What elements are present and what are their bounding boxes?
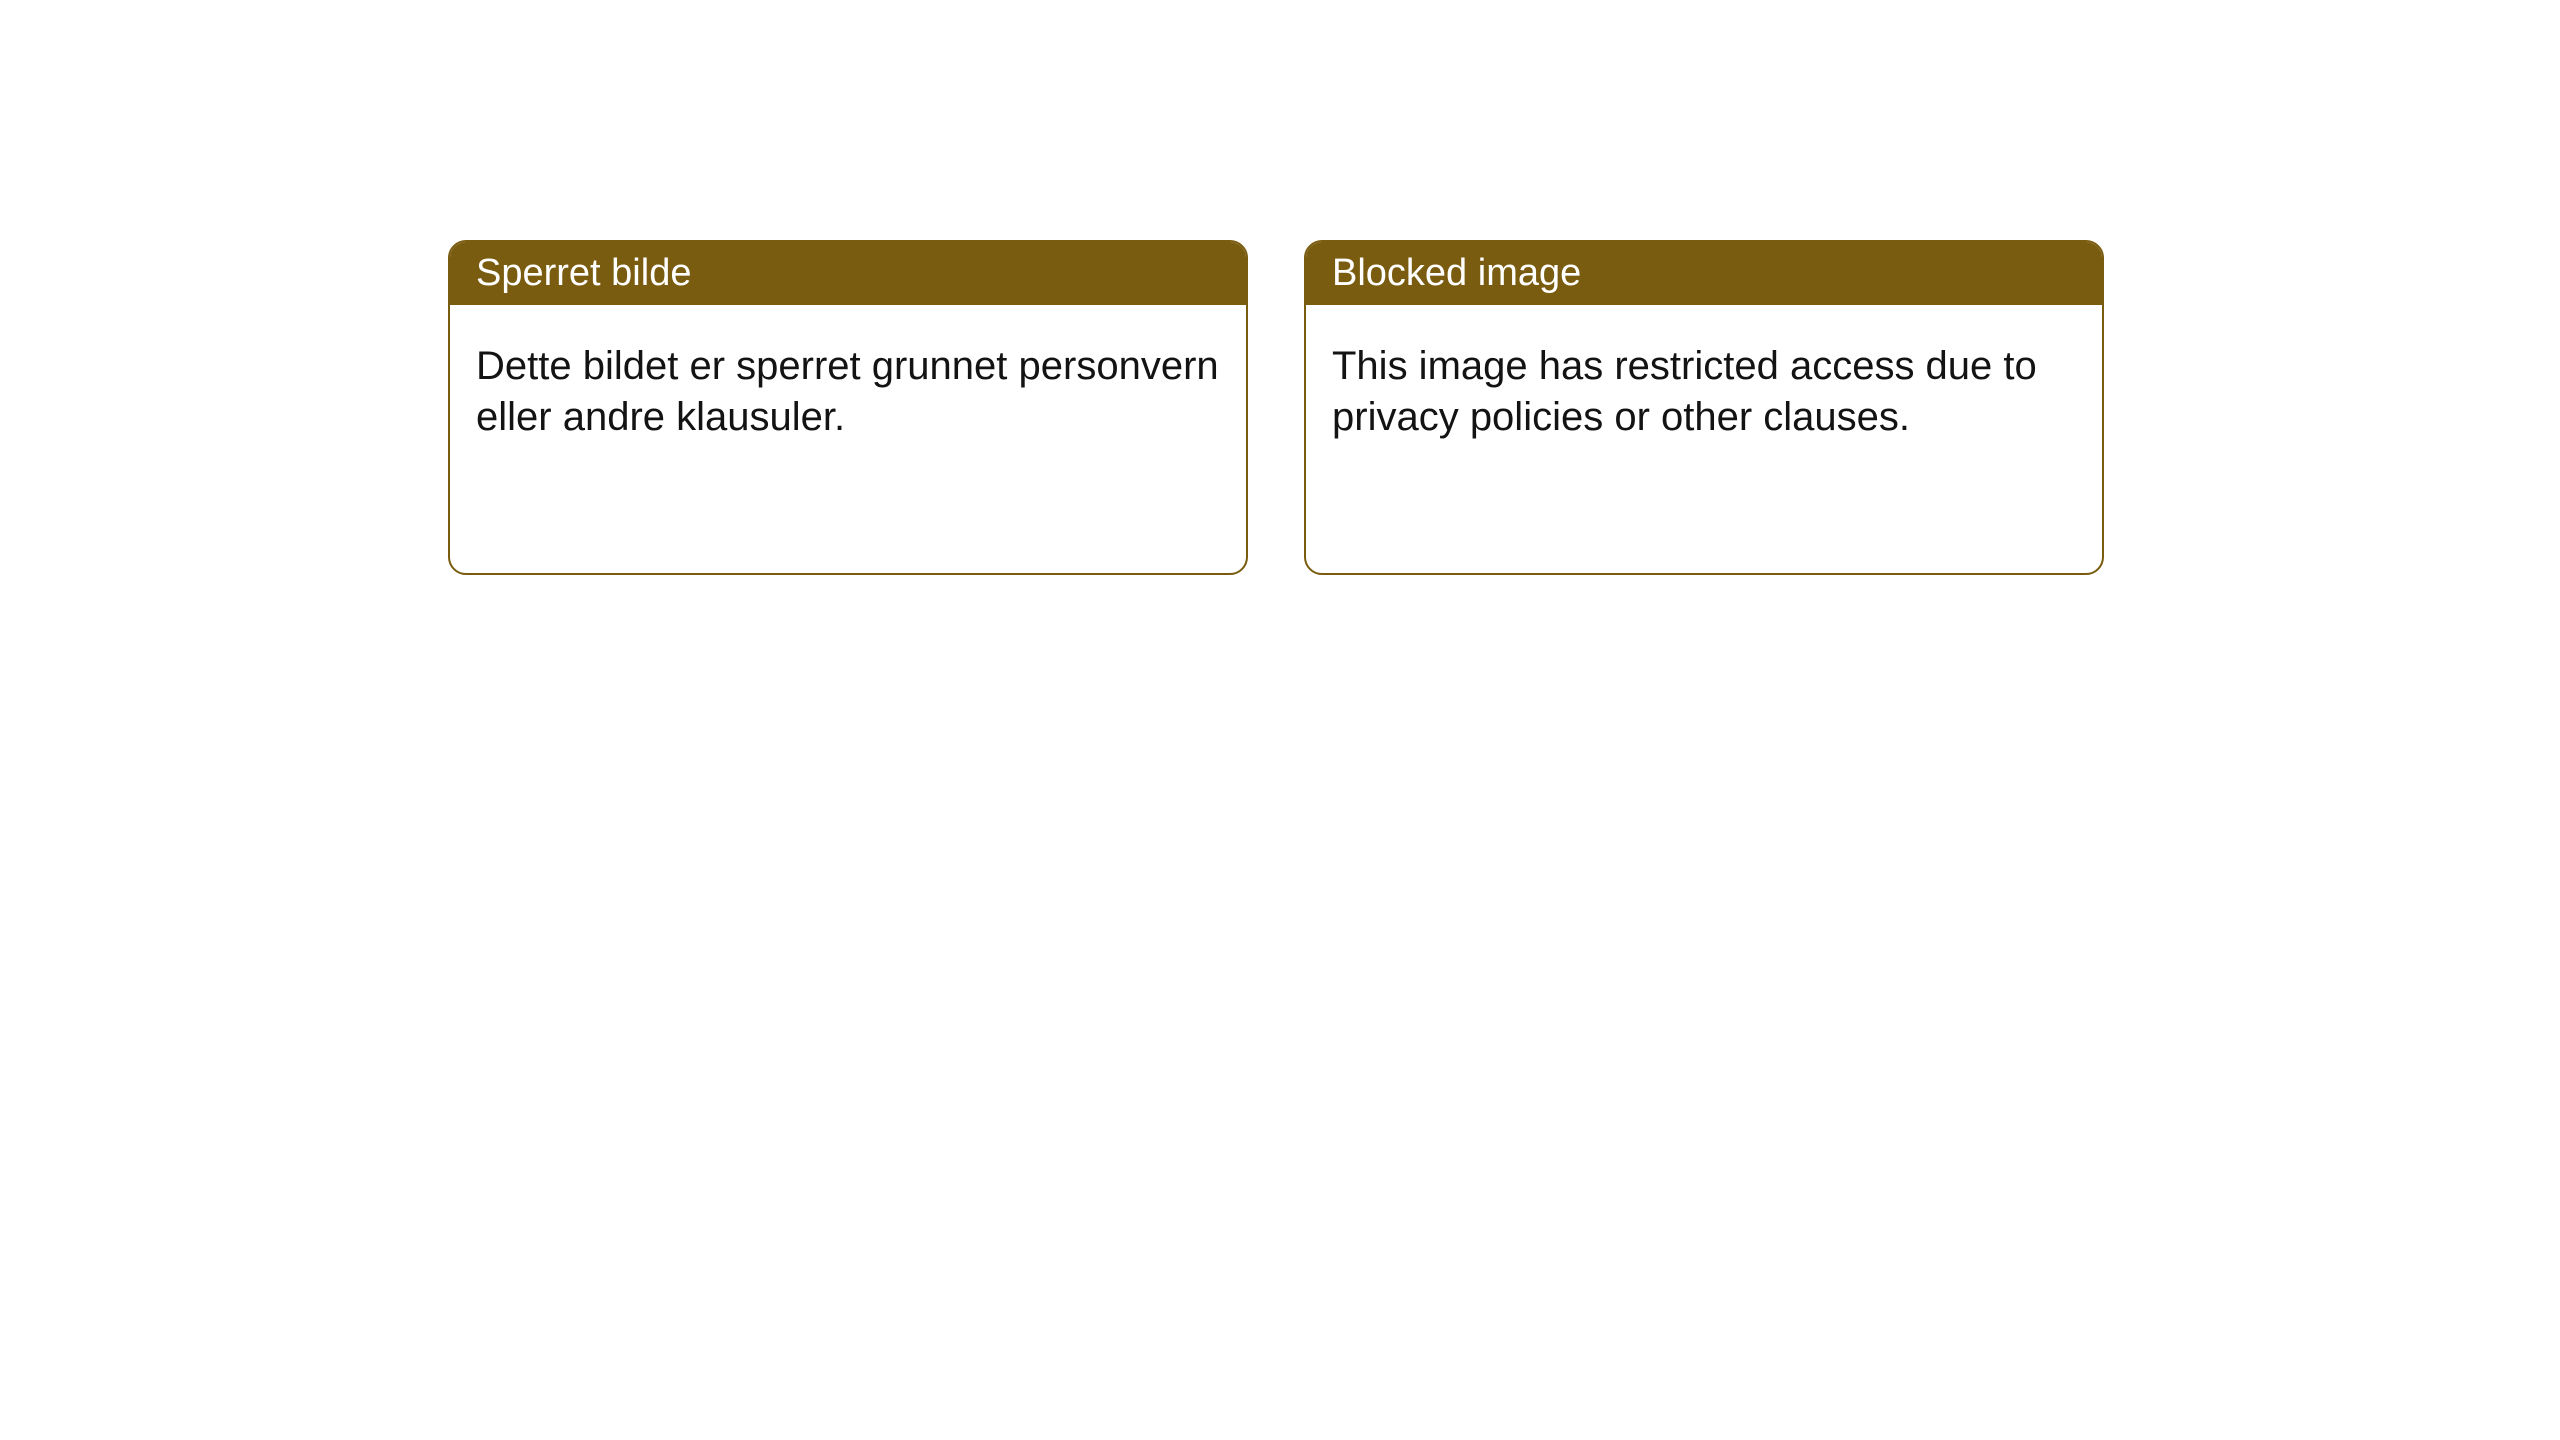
notice-body: Dette bildet er sperret grunnet personve… [450,305,1246,479]
notice-card-english: Blocked image This image has restricted … [1304,240,2104,575]
notice-container: Sperret bilde Dette bildet er sperret gr… [448,240,2104,575]
notice-body: This image has restricted access due to … [1306,305,2102,479]
notice-header: Blocked image [1306,242,2102,305]
notice-card-norwegian: Sperret bilde Dette bildet er sperret gr… [448,240,1248,575]
notice-header: Sperret bilde [450,242,1246,305]
